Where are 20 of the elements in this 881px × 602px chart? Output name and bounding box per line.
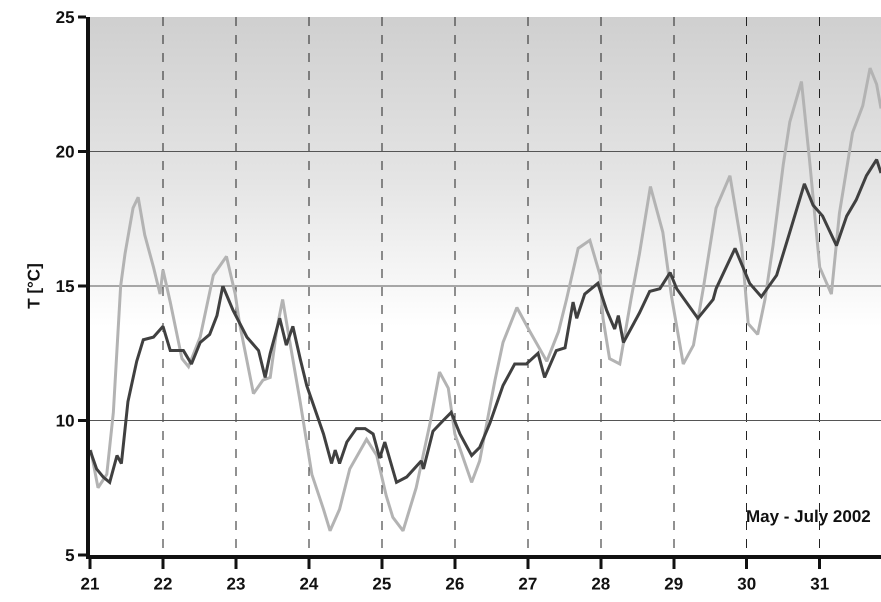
y-tick-label: 5 [65, 546, 75, 565]
x-tick-label: 21 [80, 574, 100, 594]
y-tick-label: 10 [56, 411, 75, 430]
x-tick-label: 29 [664, 574, 684, 594]
annotation: May - July 2002 [746, 507, 871, 526]
x-tick-label: 25 [372, 574, 392, 594]
x-tick-label: 28 [591, 574, 610, 594]
y-tick-label: 25 [56, 8, 75, 27]
x-tick-label: 22 [154, 574, 172, 594]
y-axis-title: T [°C] [24, 263, 44, 309]
y-tick-label: 20 [56, 142, 75, 162]
x-tick-label: 26 [445, 574, 464, 594]
x-tick-label: 24 [299, 574, 319, 594]
x-tick-label: 30 [737, 574, 756, 594]
x-tick-label: 27 [518, 574, 538, 594]
line-series [90, 66, 881, 532]
y-tick-label: 15 [56, 276, 75, 296]
x-tick-label: 23 [226, 574, 246, 594]
x-tick-label: 31 [810, 574, 830, 594]
line-series [90, 158, 881, 484]
